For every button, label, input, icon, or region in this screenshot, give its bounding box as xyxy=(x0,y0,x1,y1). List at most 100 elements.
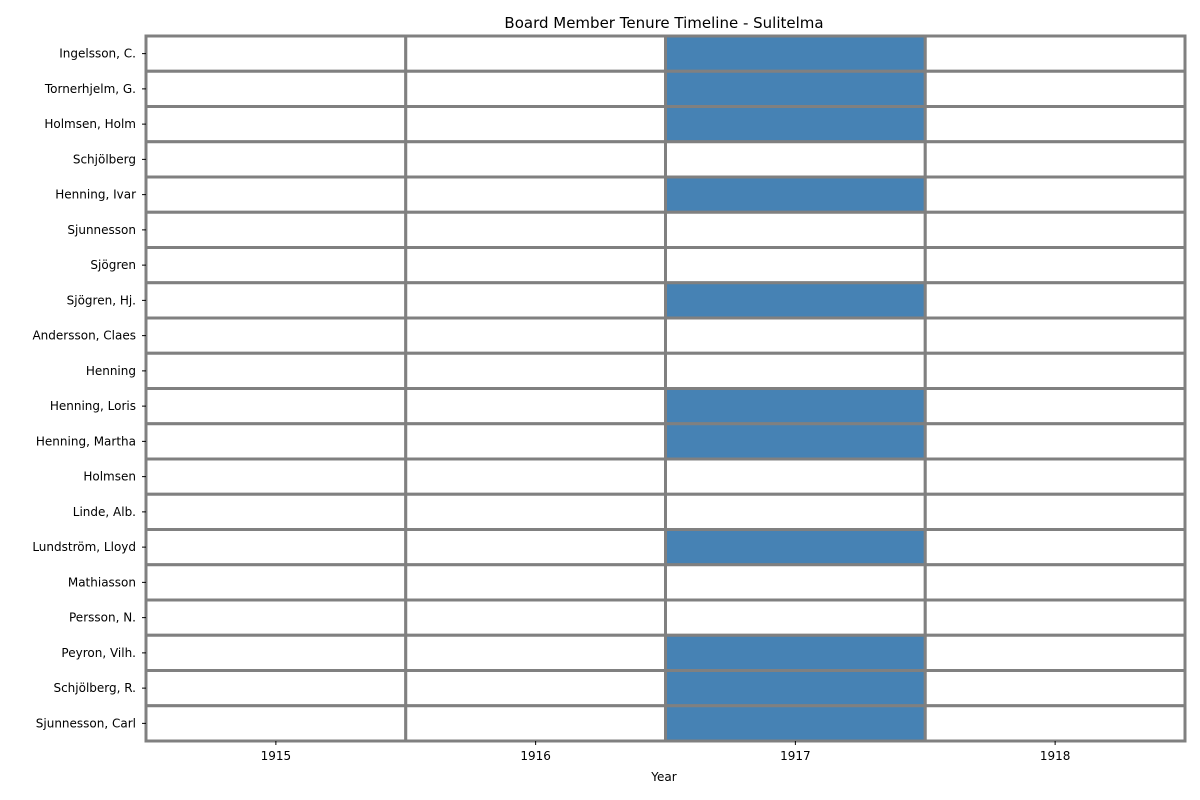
heatmap-cell-4-1917 xyxy=(664,140,927,179)
heatmap-cell-7-1917 xyxy=(664,246,927,285)
heatmap-cell-17-1915 xyxy=(144,598,408,637)
heatmap-cell-7-1915 xyxy=(144,246,408,285)
heatmap-cell-19-1915 xyxy=(144,669,408,708)
y-tick-label: Holmsen, Holm xyxy=(44,117,136,131)
chart-title: Board Member Tenure Timeline - Sulitelma xyxy=(504,14,823,32)
heatmap-cell-10-1916 xyxy=(404,351,667,390)
heatmap-cell-18-1916 xyxy=(404,633,667,672)
y-tick-label: Ingelsson, C. xyxy=(59,47,136,61)
heatmap-cell-5-1915 xyxy=(144,175,408,214)
heatmap-cell-11-1916 xyxy=(404,387,667,426)
heatmap-cell-6-1918 xyxy=(923,210,1187,249)
heatmap-cell-3-1915 xyxy=(144,105,408,144)
heatmap-cell-10-1915 xyxy=(144,351,408,390)
x-tick-label: 1918 xyxy=(1040,749,1071,763)
y-tick-label: Tornerhjelm, G. xyxy=(44,82,136,96)
y-tick-label: Henning, Loris xyxy=(50,399,136,413)
heatmap-cell-20-1915 xyxy=(144,704,408,743)
y-tick-label: Schjölberg xyxy=(73,152,136,166)
heatmap-cell-20-1916 xyxy=(404,704,667,743)
heatmap-cell-13-1918 xyxy=(923,457,1187,496)
heatmap-cells xyxy=(144,34,1187,743)
heatmap-cell-19-1918 xyxy=(923,669,1187,708)
heatmap-cell-17-1917 xyxy=(664,598,927,637)
heatmap-cell-5-1917 xyxy=(664,175,927,214)
heatmap-cell-12-1915 xyxy=(144,422,408,461)
heatmap-cell-17-1916 xyxy=(404,598,667,637)
heatmap-cell-20-1918 xyxy=(923,704,1187,743)
heatmap-cell-3-1918 xyxy=(923,105,1187,144)
heatmap-cell-9-1915 xyxy=(144,316,408,355)
heatmap-cell-2-1915 xyxy=(144,69,408,108)
heatmap-cell-16-1916 xyxy=(404,563,667,602)
heatmap-cell-18-1917 xyxy=(664,633,927,672)
x-axis: 1915 1916 1917 1918 xyxy=(261,741,1071,763)
heatmap-cell-12-1917 xyxy=(664,422,927,461)
heatmap-cell-11-1918 xyxy=(923,387,1187,426)
heatmap-cell-10-1918 xyxy=(923,351,1187,390)
heatmap-cell-4-1915 xyxy=(144,140,408,179)
heatmap-cell-14-1915 xyxy=(144,492,408,531)
heatmap-cell-15-1915 xyxy=(144,528,408,567)
heatmap-cell-15-1918 xyxy=(923,528,1187,567)
y-tick-label: Sjögren, Hj. xyxy=(67,293,136,307)
heatmap-cell-1-1915 xyxy=(144,34,408,73)
y-tick-label: Mathiasson xyxy=(68,575,136,589)
heatmap-cell-8-1916 xyxy=(404,281,667,320)
y-tick-label: Linde, Alb. xyxy=(73,505,136,519)
heatmap-cell-2-1916 xyxy=(404,69,667,108)
y-tick-label: Sjunnesson, Carl xyxy=(36,716,136,730)
heatmap-cell-1-1918 xyxy=(923,34,1187,73)
y-tick-label: Schjölberg, R. xyxy=(53,681,136,695)
heatmap-cell-4-1916 xyxy=(404,140,667,179)
heatmap-cell-13-1915 xyxy=(144,457,408,496)
heatmap-cell-6-1915 xyxy=(144,210,408,249)
y-tick-label: Henning, Martha xyxy=(36,434,136,448)
heatmap-cell-15-1917 xyxy=(664,528,927,567)
heatmap-cell-20-1917 xyxy=(664,704,927,743)
y-tick-label: Persson, N. xyxy=(69,611,136,625)
heatmap-cell-19-1916 xyxy=(404,669,667,708)
heatmap-cell-5-1916 xyxy=(404,175,667,214)
x-tick-label: 1917 xyxy=(780,749,811,763)
y-axis: Ingelsson, C. Tornerhjelm, G. Holmsen, Hol… xyxy=(32,47,146,730)
heatmap-cell-5-1918 xyxy=(923,175,1187,214)
heatmap-cell-9-1918 xyxy=(923,316,1187,355)
y-tick-label: Andersson, Claes xyxy=(32,329,136,343)
y-tick-label: Sjunnesson xyxy=(67,223,136,237)
heatmap-cell-7-1916 xyxy=(404,246,667,285)
heatmap-cell-1-1916 xyxy=(404,34,667,73)
heatmap-cell-17-1918 xyxy=(923,598,1187,637)
heatmap-cell-18-1918 xyxy=(923,633,1187,672)
heatmap-cell-2-1917 xyxy=(664,69,927,108)
heatmap-cell-12-1918 xyxy=(923,422,1187,461)
heatmap-cell-11-1917 xyxy=(664,387,927,426)
heatmap-cell-15-1916 xyxy=(404,528,667,567)
heatmap-cell-3-1917 xyxy=(664,105,927,144)
heatmap-cell-12-1916 xyxy=(404,422,667,461)
x-tick-label: 1916 xyxy=(520,749,551,763)
heatmap-cell-14-1917 xyxy=(664,492,927,531)
y-tick-label: Sjögren xyxy=(90,258,136,272)
y-tick-label: Lundström, Lloyd xyxy=(32,540,136,554)
heatmap-cell-9-1916 xyxy=(404,316,667,355)
heatmap-cell-7-1918 xyxy=(923,246,1187,285)
heatmap-cell-4-1918 xyxy=(923,140,1187,179)
heatmap-cell-14-1916 xyxy=(404,492,667,531)
heatmap-cell-19-1917 xyxy=(664,669,927,708)
heatmap-cell-8-1918 xyxy=(923,281,1187,320)
x-axis-label: Year xyxy=(650,770,676,784)
x-tick-label: 1915 xyxy=(261,749,292,763)
heatmap-cell-16-1917 xyxy=(664,563,927,602)
heatmap-cell-13-1917 xyxy=(664,457,927,496)
heatmap-cell-6-1916 xyxy=(404,210,667,249)
heatmap-cell-11-1915 xyxy=(144,387,408,426)
heatmap-cell-14-1918 xyxy=(923,492,1187,531)
heatmap-cell-16-1915 xyxy=(144,563,408,602)
heatmap-cell-10-1917 xyxy=(664,351,927,390)
y-tick-label: Holmsen xyxy=(83,470,136,484)
heatmap-cell-6-1917 xyxy=(664,210,927,249)
heatmap-cell-16-1918 xyxy=(923,563,1187,602)
heatmap-cell-3-1916 xyxy=(404,105,667,144)
